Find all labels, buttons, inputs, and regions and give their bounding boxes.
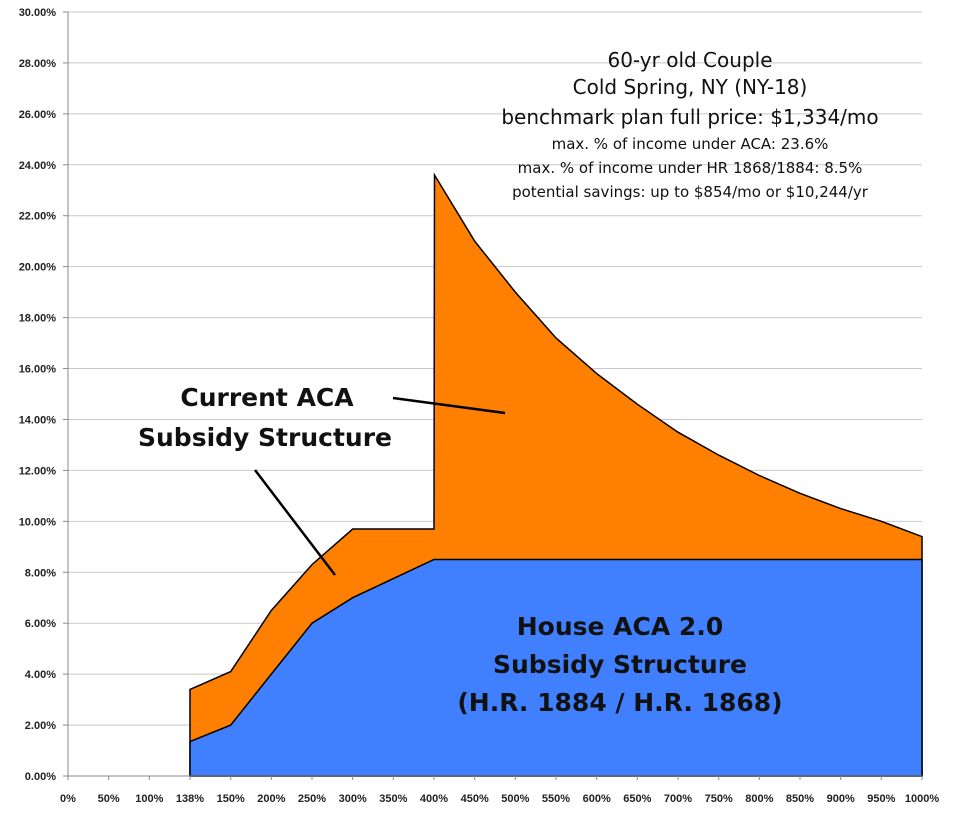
aca-pointer-line [392,396,506,415]
aca-pointer-line-2 [254,469,336,576]
y-tick-label: 26.00% [19,109,57,121]
house-label: House ACA 2.0 Subsidy Structure (H.R. 18… [457,612,782,717]
y-tick-label: 28.00% [19,58,57,70]
info-line-1: 60-yr old Couple [607,48,772,72]
x-tick-labels: 0% 50% 100% 138% 150% 200% 250% 300% 350% 400% 450… [60,793,939,805]
aca-label-line-2: Subsidy Structure [138,423,392,452]
aca-label: Current ACA Subsidy Structure [138,383,506,576]
y-tick-label: 10.00% [19,516,57,528]
y-tick-label: 24.00% [19,160,57,172]
x-tick-label: 650% [623,793,651,805]
x-tick-label: 1000% [905,793,939,805]
x-tick-label: 138% [176,793,204,805]
y-tick-label: 16.00% [19,364,57,376]
y-tick-label: 12.00% [19,465,57,477]
info-line-6: potential savings: up to $854/mo or $10,… [512,183,869,201]
x-tick-label: 550% [542,793,570,805]
x-tick-label: 700% [664,793,692,805]
y-tick-label: 4.00% [25,669,56,681]
info-line-5: max. % of income under HR 1868/1884: 8.5… [518,159,863,177]
x-tick-label: 300% [339,793,367,805]
y-tick-label: 2.00% [25,720,56,732]
house-label-line-1: House ACA 2.0 [517,612,723,641]
x-tick-label: 450% [461,793,489,805]
x-tick-label: 250% [298,793,326,805]
y-tick-label: 14.00% [19,414,57,426]
y-tick-label: 30.00% [19,7,57,19]
axes [63,11,923,780]
x-tick-label: 500% [501,793,529,805]
info-line-3: benchmark plan full price: $1,334/mo [501,105,878,129]
y-tick-labels: 0.00% 2.00% 4.00% 6.00% 8.00% 10.00% 12.00% 14.… [19,7,57,783]
y-tick-label: 8.00% [25,567,56,579]
x-tick-label: 150% [217,793,245,805]
x-tick-label: 0% [60,793,76,805]
x-tick-label: 600% [583,793,611,805]
x-tick-label: 900% [827,793,855,805]
house-label-line-3: (H.R. 1884 / H.R. 1868) [457,688,782,717]
x-tick-label: 750% [705,793,733,805]
info-line-2: Cold Spring, NY (NY-18) [573,75,808,99]
y-tick-label: 0.00% [25,771,56,783]
y-tick-label: 22.00% [19,211,57,223]
x-tick-label: 50% [98,793,120,805]
aca-label-line-1: Current ACA [180,383,354,412]
x-tick-label: 800% [745,793,773,805]
x-tick-label: 200% [257,793,285,805]
info-line-4: max. % of income under ACA: 23.6% [552,135,829,153]
x-tick-label: 350% [379,793,407,805]
x-tick-label: 850% [786,793,814,805]
info-annotation: 60-yr old Couple Cold Spring, NY (NY-18)… [501,48,878,201]
x-tick-label: 950% [867,793,895,805]
x-tick-label: 100% [135,793,163,805]
house-area [189,558,923,777]
house-label-line-2: Subsidy Structure [493,650,747,679]
y-tick-label: 18.00% [19,313,57,325]
plot-areas [189,172,923,777]
x-tick-label: 400% [420,793,448,805]
y-tick-label: 6.00% [25,618,56,630]
y-tick-label: 20.00% [19,262,57,274]
